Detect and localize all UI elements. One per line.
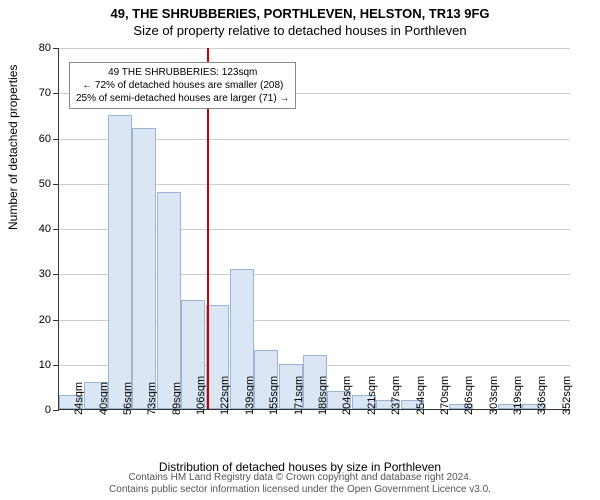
histogram-bar [108, 115, 132, 409]
attribution-footer: Contains HM Land Registry data © Crown c… [0, 472, 600, 496]
y-tick-label: 60 [39, 133, 51, 145]
y-tick-label: 10 [39, 359, 51, 371]
y-tick [53, 184, 59, 185]
y-tick-label: 40 [39, 223, 51, 235]
chart-title-block: 49, THE SHRUBBERIES, PORTHLEVEN, HELSTON… [0, 0, 600, 38]
y-tick [53, 93, 59, 94]
reference-annotation: 49 THE SHRUBBERIES: 123sqm← 72% of detac… [69, 62, 296, 109]
footer-line1: Contains HM Land Registry data © Crown c… [0, 472, 600, 484]
histogram-plot: 0102030405060708024sqm40sqm56sqm73sqm89s… [58, 48, 570, 410]
x-tick-label: 286sqm [463, 376, 475, 415]
y-tick-label: 70 [39, 87, 51, 99]
annotation-line: ← 72% of detached houses are smaller (20… [76, 79, 289, 92]
y-tick-label: 50 [39, 178, 51, 190]
histogram-bar [157, 192, 181, 409]
y-axis-label: Number of detached properties [6, 65, 20, 230]
histogram-bar [132, 128, 156, 409]
y-tick [53, 48, 59, 49]
y-tick [53, 410, 59, 411]
x-tick-label: 319sqm [512, 376, 524, 415]
grid-line [59, 48, 570, 49]
y-tick-label: 0 [45, 404, 51, 416]
x-tick-label: 221sqm [366, 376, 378, 415]
title-line1: 49, THE SHRUBBERIES, PORTHLEVEN, HELSTON… [0, 6, 600, 21]
title-line2: Size of property relative to detached ho… [0, 23, 600, 38]
y-tick-label: 30 [39, 268, 51, 280]
annotation-line: 49 THE SHRUBBERIES: 123sqm [76, 66, 289, 79]
y-tick [53, 139, 59, 140]
y-tick-label: 20 [39, 314, 51, 326]
y-tick [53, 229, 59, 230]
y-tick-label: 80 [39, 42, 51, 54]
y-tick [53, 365, 59, 366]
y-tick [53, 274, 59, 275]
x-tick-label: 336sqm [536, 376, 548, 415]
annotation-line: 25% of semi-detached houses are larger (… [76, 92, 289, 105]
y-tick [53, 320, 59, 321]
x-tick-label: 352sqm [561, 376, 573, 415]
x-tick-label: 270sqm [439, 376, 451, 415]
x-tick-label: 303sqm [488, 376, 500, 415]
x-tick-label: 254sqm [415, 376, 427, 415]
footer-line2: Contains public sector information licen… [0, 484, 600, 496]
x-tick-label: 237sqm [390, 376, 402, 415]
